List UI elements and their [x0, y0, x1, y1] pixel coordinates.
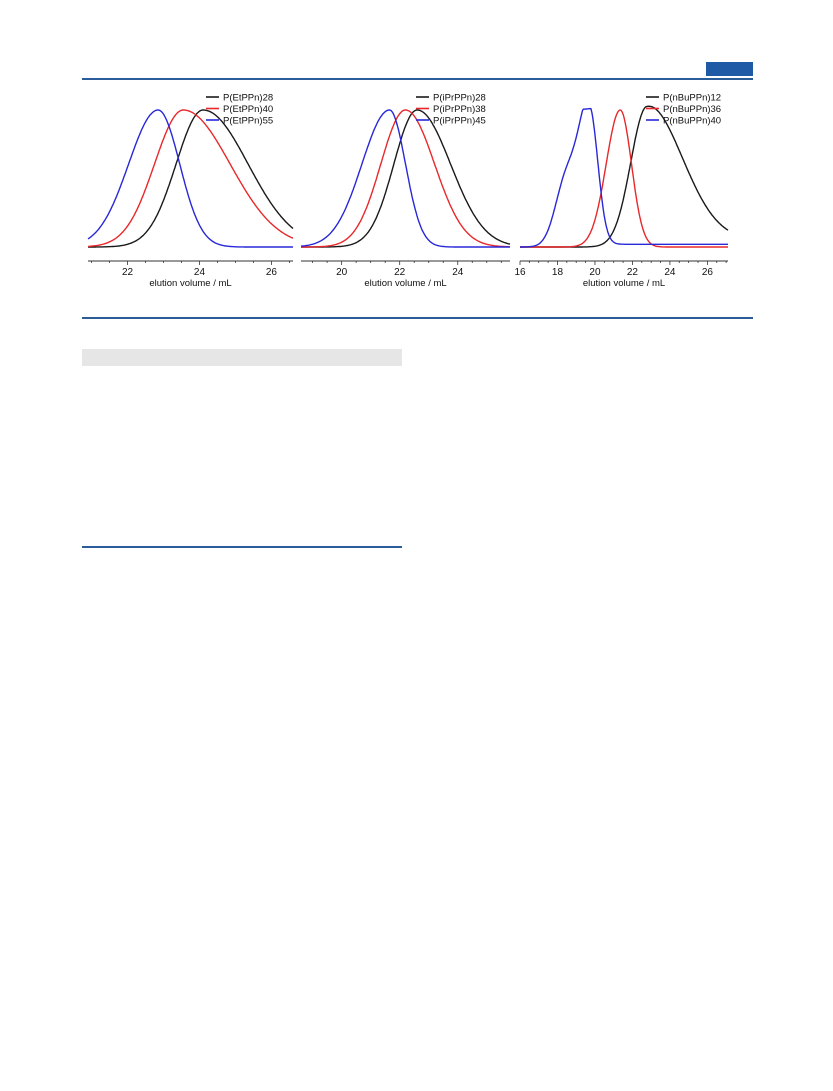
series-line-1	[301, 109, 511, 248]
series-line-3	[87, 109, 293, 248]
legend: P(nBuPPn)12P(nBuPPn)36P(nBuPPn)40	[646, 93, 721, 127]
series-line-1	[88, 109, 294, 248]
legend-entry: P(EtPPn)40	[223, 104, 273, 115]
legend-entry: P(EtPPn)28	[223, 93, 273, 104]
x-axis-label: elution volume / mL	[583, 278, 665, 289]
legend-entry: P(nBuPPn)12	[663, 93, 721, 104]
column-rule	[82, 546, 402, 548]
legend-entry: P(nBuPPn)40	[663, 116, 721, 127]
series-line-2	[88, 109, 294, 248]
series-line-3	[300, 109, 510, 248]
x-tick-label: 22	[394, 267, 406, 278]
x-axis-label: elution volume / mL	[364, 278, 446, 289]
x-tick-label: 24	[664, 267, 676, 278]
series-line-3	[520, 107, 728, 248]
x-tick-label: 20	[336, 267, 348, 278]
x-tick-label: 24	[452, 267, 464, 278]
series-line-2	[520, 109, 728, 248]
legend-entry: P(iPrPPn)45	[433, 116, 486, 127]
legend-entry: P(nBuPPn)36	[663, 104, 721, 115]
x-tick-label: 20	[589, 267, 601, 278]
legend-entry: P(EtPPn)55	[223, 116, 273, 127]
legend: P(EtPPn)28P(EtPPn)40P(EtPPn)55	[206, 93, 273, 127]
section-placeholder-bar	[82, 349, 402, 366]
x-tick-label: 22	[122, 267, 134, 278]
series-line-2	[301, 109, 510, 248]
legend: P(iPrPPn)28P(iPrPPn)38P(iPrPPn)45	[416, 93, 486, 127]
x-tick-label: 24	[194, 267, 206, 278]
x-tick-label: 26	[266, 267, 278, 278]
header-accent-block	[706, 62, 753, 76]
x-axis-label: elution volume / mL	[149, 278, 231, 289]
x-tick-label: 22	[627, 267, 639, 278]
x-tick-label: 18	[552, 267, 564, 278]
chart-panel-3: 16 18 20 22 24 26 elution volume / mL P(nBuPPn)…	[514, 93, 729, 289]
series-line-1	[520, 105, 729, 248]
x-tick-label: 16	[514, 267, 526, 278]
legend-entry: P(iPrPPn)38	[433, 104, 486, 115]
figure-bottom-rule	[82, 317, 753, 319]
figure-top-rule	[82, 78, 753, 80]
x-tick-label: 26	[702, 267, 714, 278]
legend-entry: P(iPrPPn)28	[433, 93, 486, 104]
